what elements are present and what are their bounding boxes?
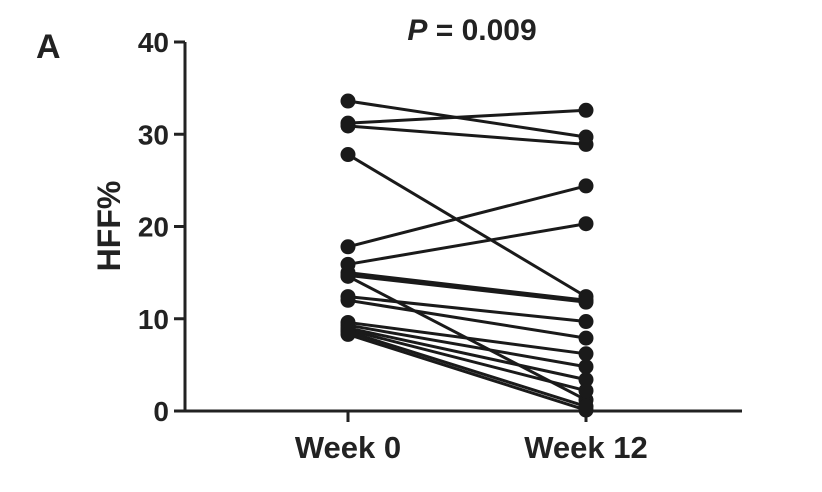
- y-tick-label: 20: [138, 212, 169, 243]
- week12-point: [578, 346, 594, 362]
- week0-point: [340, 118, 356, 134]
- week12-point: [578, 178, 594, 194]
- week12-point: [578, 383, 594, 399]
- p-value-text: = 0.009: [427, 14, 536, 47]
- week12-point: [578, 102, 594, 118]
- week12-point: [578, 294, 594, 310]
- subject-line: [347, 298, 587, 340]
- week0-point: [340, 147, 356, 163]
- subject-line: [347, 124, 587, 146]
- panel-label: A: [36, 28, 61, 66]
- week0-point: [340, 93, 356, 109]
- subject-line: [347, 273, 587, 304]
- subject-line: [347, 271, 587, 302]
- week0-point: [340, 292, 356, 308]
- week12-point: [578, 136, 594, 152]
- subject-line: [347, 108, 587, 125]
- week0-point: [340, 326, 356, 342]
- subject-line: [347, 153, 587, 298]
- week12-point: [578, 330, 594, 346]
- subject-line: [347, 326, 587, 382]
- week0-point: [340, 268, 356, 284]
- subject-line: [347, 184, 587, 249]
- subject-line: [347, 328, 587, 393]
- week0-point: [340, 239, 356, 255]
- y-tick-label: 30: [138, 119, 169, 150]
- y-tick-label: 40: [138, 27, 169, 58]
- week12-point: [578, 359, 594, 375]
- y-axis-label: HFF%: [91, 181, 127, 272]
- x-tick-label: Week 12: [524, 430, 648, 465]
- x-tick-label: Week 0: [295, 430, 401, 465]
- y-axis: 0 10 20 30 40: [138, 27, 187, 427]
- subject-line: [347, 99, 587, 139]
- subject-line: [347, 320, 587, 356]
- p-value-symbol: P: [407, 14, 428, 47]
- subject-line: [347, 222, 587, 266]
- chart-title: P = 0.009: [407, 14, 536, 47]
- subject-line: [347, 323, 587, 369]
- week12-point: [578, 402, 594, 418]
- subject-line: [347, 333, 587, 412]
- subject-line: [347, 330, 587, 408]
- series-lines: [347, 99, 587, 412]
- x-axis: Week 0 Week 12: [183, 409, 742, 465]
- week12-point: [578, 314, 594, 330]
- week12-point: [578, 372, 594, 388]
- y-tick-label: 10: [138, 304, 169, 335]
- week12-point: [578, 216, 594, 232]
- y-tick-label: 0: [153, 396, 169, 427]
- subject-line: [347, 295, 587, 324]
- data-points: [340, 93, 594, 418]
